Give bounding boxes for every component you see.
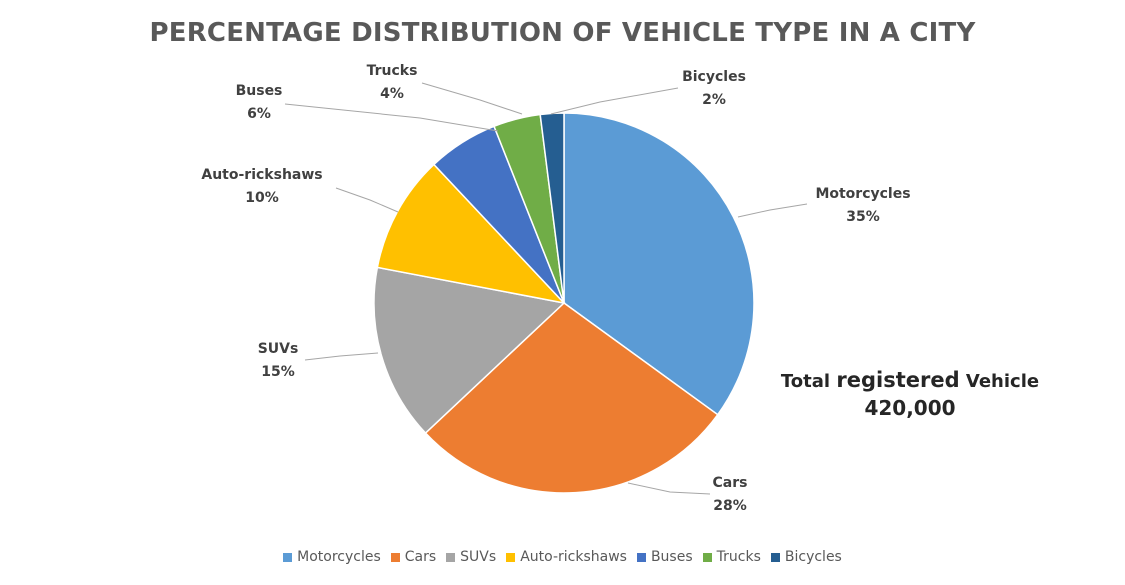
legend-swatch-motorcycles: [283, 552, 293, 562]
total-annotation-suffix: Vehicle: [965, 371, 1040, 392]
slice-value-bicycles: 2%: [702, 92, 726, 108]
slice-value-motorcycles: 35%: [846, 209, 880, 225]
leader-line-auto-rickshaws: [335, 187, 399, 213]
total-annotation: Total registered Vehicle 420,000: [760, 368, 1060, 420]
legend-swatch-bicycles: [770, 552, 780, 562]
legend-label-trucks: Trucks: [716, 549, 761, 565]
legend: Motorcycles Cars SUVs Auto-rickshaws Buses Tr…: [0, 549, 1125, 565]
legend-swatch-auto-rickshaws: [506, 552, 516, 562]
total-annotation-value: 420,000: [864, 396, 956, 420]
leader-line-buses: [284, 103, 499, 132]
chart-title: PERCENTAGE DISTRIBUTION OF VEHICLE TYPE …: [149, 18, 976, 48]
pie-slice-cars: [424, 302, 719, 494]
legend-item-trucks: Trucks: [702, 549, 761, 565]
legend-label-auto-rickshaws: Auto-rickshaws: [520, 549, 627, 565]
slice-value-suvs: 15%: [261, 364, 295, 380]
slice-value-buses: 6%: [247, 106, 271, 122]
legend-item-auto-rickshaws: Auto-rickshaws: [506, 549, 627, 565]
legend-label-suvs: SUVs: [460, 549, 497, 565]
leader-line-suvs: [304, 352, 379, 361]
leader-line-cars: [627, 482, 711, 495]
legend-label-motorcycles: Motorcycles: [297, 549, 381, 565]
slice-label-bicycles: Bicycles: [682, 69, 746, 85]
legend-item-suvs: SUVs: [446, 549, 496, 565]
leader-line-motorcycles: [737, 203, 808, 218]
slice-label-auto-rickshaws: Auto-rickshaws: [201, 167, 322, 183]
legend-item-motorcycles: Motorcycles: [283, 549, 381, 565]
legend-label-cars: Cars: [404, 549, 437, 565]
legend-label-buses: Buses: [650, 549, 693, 565]
legend-swatch-trucks: [702, 552, 712, 562]
legend-swatch-suvs: [446, 552, 456, 562]
pie-slice-suvs: [373, 266, 566, 435]
slice-label-buses: Buses: [236, 83, 283, 99]
total-annotation-prefix: Total: [780, 371, 831, 392]
slice-label-motorcycles: Motorcycles: [815, 186, 910, 202]
slice-label-suvs: SUVs: [258, 341, 299, 357]
slice-label-cars: Cars: [713, 475, 748, 491]
legend-item-buses: Buses: [636, 549, 693, 565]
slice-value-trucks: 4%: [380, 86, 404, 102]
legend-label-bicycles: Bicycles: [784, 549, 842, 565]
legend-item-bicycles: Bicycles: [770, 549, 842, 565]
slice-value-cars: 28%: [713, 498, 747, 514]
legend-item-cars: Cars: [390, 549, 437, 565]
total-annotation-emphasis: registered: [836, 368, 960, 392]
leader-line-bicycles: [550, 87, 679, 115]
pie-slice-motorcycles: [563, 112, 755, 416]
legend-swatch-buses: [636, 552, 646, 562]
leader-line-trucks: [421, 82, 523, 115]
slice-label-trucks: Trucks: [367, 63, 418, 79]
legend-swatch-cars: [390, 552, 400, 562]
slice-value-auto-rickshaws: 10%: [245, 190, 279, 206]
